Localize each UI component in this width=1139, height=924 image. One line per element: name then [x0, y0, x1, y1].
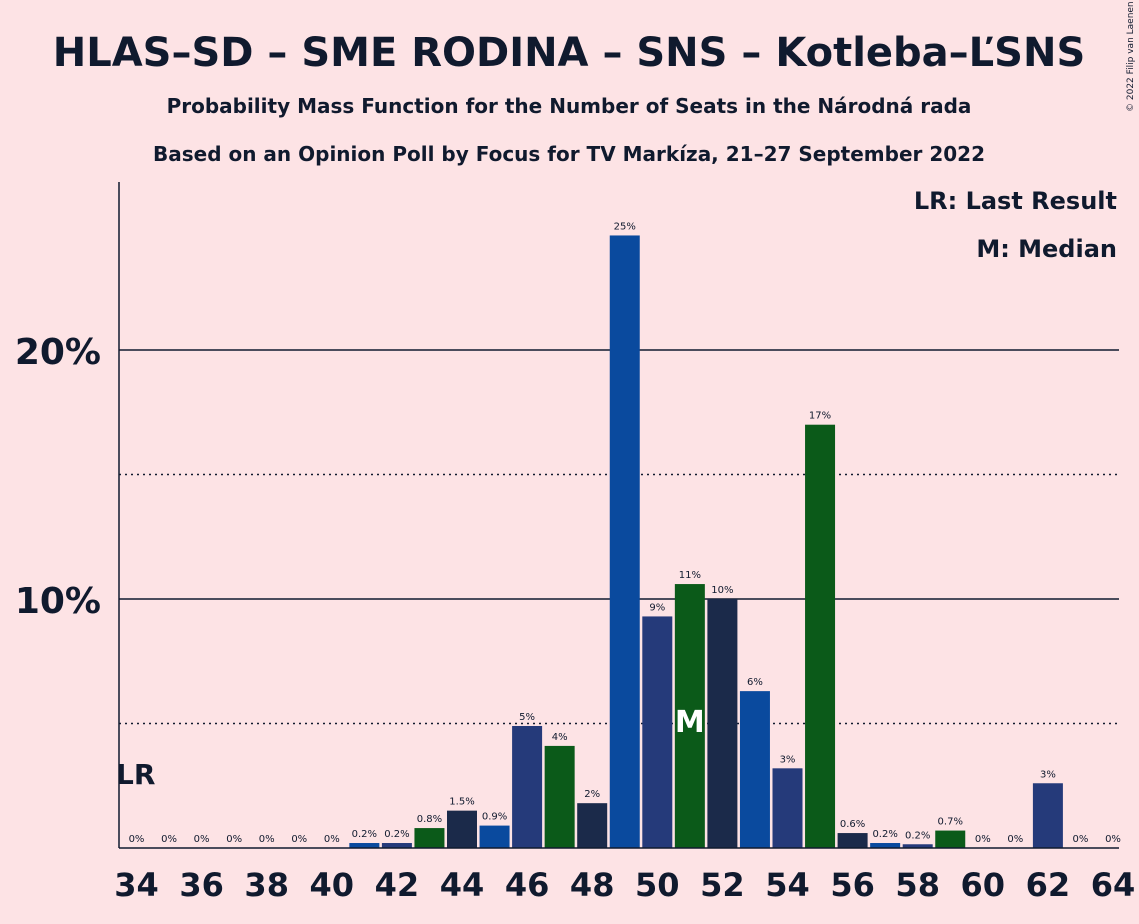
- x-tick-label: 44: [440, 866, 485, 904]
- x-tick-label: 36: [179, 866, 224, 904]
- x-tick-label: 64: [1091, 866, 1136, 904]
- legend-last-result: LR: Last Result: [914, 187, 1117, 215]
- bar-seat-58: [902, 844, 933, 848]
- x-tick-label: 60: [961, 866, 1006, 904]
- bar-value-label: 0%: [161, 834, 177, 845]
- chart-title: HLAS–SD – SME RODINA – SNS – Kotleba–ĽSN…: [53, 30, 1086, 76]
- median-marker: M: [675, 705, 705, 740]
- bar-value-label: 0.9%: [482, 812, 507, 823]
- bar-seat-43: [414, 828, 445, 848]
- x-tick-label: 56: [830, 866, 875, 904]
- y-tick-label: 10%: [15, 581, 101, 622]
- bar-value-label: 0%: [324, 834, 340, 845]
- bar-seat-44: [447, 810, 477, 848]
- bar-seat-45: [479, 825, 510, 848]
- bar-value-label: 5%: [519, 712, 535, 723]
- bar-value-label: 0%: [291, 834, 307, 845]
- bar-value-label: 0%: [129, 834, 145, 845]
- bar-seat-47: [544, 745, 575, 848]
- x-tick-label: 42: [375, 866, 420, 904]
- bar-value-label: 10%: [711, 585, 733, 596]
- bar-value-label: 3%: [780, 754, 796, 765]
- bar-value-label: 0.8%: [417, 814, 442, 825]
- bar-value-label: 2%: [584, 789, 600, 800]
- bar-seat-46: [512, 725, 543, 848]
- x-tick-label: 50: [635, 866, 680, 904]
- bar-seat-49: [609, 235, 640, 848]
- bar-value-label: 0%: [194, 834, 210, 845]
- bar-seat-51: [674, 584, 705, 848]
- bar-seat-52: [707, 599, 738, 848]
- x-axis-ticks: 34 36 38 40 42 44 46 48 50 52 54 56 58 60 62 64: [114, 866, 1135, 904]
- bar-value-label: 1.5%: [449, 797, 474, 808]
- bar-seat-62: [1032, 783, 1063, 848]
- bar-seat-56: [837, 833, 868, 848]
- bar-value-label: 0%: [226, 834, 242, 845]
- copyright-note: © 2022 Filip van Laenen: [1126, 1, 1136, 112]
- bar-value-label: 0.2%: [905, 830, 930, 841]
- x-tick-label: 38: [244, 866, 289, 904]
- x-tick-label: 54: [765, 866, 810, 904]
- bars: [349, 235, 1063, 848]
- bar-value-label: 0%: [1105, 834, 1121, 845]
- bar-seat-41: [349, 843, 380, 848]
- bar-labels: 0% 0% 0% 0% 0% 0% 0% 0.2% 0.2% 0.8% 1.5% 0.9% 5% 4% 2%…: [129, 221, 1121, 845]
- chart-subtitle-poll: Based on an Opinion Poll by Focus for TV…: [153, 142, 985, 166]
- bar-value-label: 17%: [809, 411, 831, 422]
- x-tick-label: 48: [570, 866, 615, 904]
- bar-value-label: 0.6%: [840, 819, 865, 830]
- x-tick-label: 34: [114, 866, 159, 904]
- x-tick-label: 62: [1026, 866, 1071, 904]
- bar-value-label: 25%: [614, 221, 636, 232]
- y-axis-ticks: 10% 20%: [15, 332, 101, 622]
- bar-seat-53: [739, 691, 770, 848]
- bar-seat-57: [870, 843, 901, 848]
- bar-value-label: 0.2%: [872, 829, 897, 840]
- bar-value-label: 0%: [259, 834, 275, 845]
- bar-value-label: 4%: [552, 732, 568, 743]
- bar-value-label: 0%: [975, 834, 991, 845]
- bar-value-label: 0%: [1007, 834, 1023, 845]
- bar-seat-42: [381, 843, 412, 848]
- bar-seat-55: [805, 424, 836, 848]
- bar-value-label: 0.2%: [352, 829, 377, 840]
- bar-value-label: 3%: [1040, 769, 1056, 780]
- bar-seat-54: [772, 768, 803, 848]
- y-tick-label: 20%: [15, 332, 101, 373]
- bar-value-label: 0%: [1073, 834, 1089, 845]
- bar-value-label: 0.7%: [938, 817, 963, 828]
- last-result-marker: LR: [116, 758, 155, 791]
- bar-value-label: 0.2%: [384, 829, 409, 840]
- bar-seat-59: [935, 830, 966, 848]
- chart-subtitle: Probability Mass Function for the Number…: [167, 94, 972, 118]
- x-tick-label: 52: [700, 866, 745, 904]
- bar-value-label: 11%: [679, 570, 701, 581]
- x-tick-label: 46: [505, 866, 550, 904]
- bar-value-label: 6%: [747, 677, 763, 688]
- bar-seat-48: [577, 803, 608, 848]
- x-tick-label: 58: [895, 866, 940, 904]
- bar-seat-50: [642, 616, 673, 848]
- legend-median: M: Median: [976, 235, 1117, 263]
- bar-value-label: 9%: [649, 602, 665, 613]
- x-tick-label: 40: [310, 866, 355, 904]
